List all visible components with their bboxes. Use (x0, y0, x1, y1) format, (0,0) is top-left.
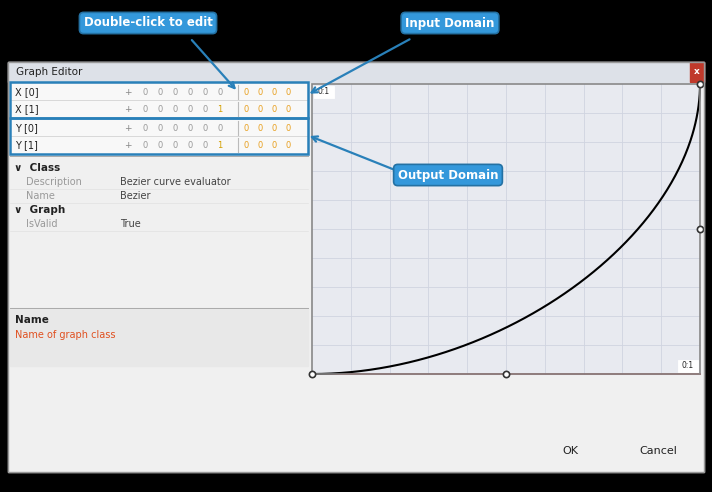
Bar (0, 0, 712, 62)
Text: 0: 0 (202, 141, 208, 150)
Text: 0: 0 (257, 105, 263, 114)
Text: 0: 0 (202, 124, 208, 133)
Text: X [0]: X [0] (15, 88, 38, 97)
Text: ∨  Graph: ∨ Graph (14, 205, 66, 215)
Text: 0: 0 (172, 105, 177, 114)
Text: 0: 0 (244, 88, 248, 97)
Text: Y [1]: Y [1] (15, 141, 38, 151)
Text: Cancel: Cancel (639, 446, 677, 456)
Text: 0: 0 (202, 88, 208, 97)
Text: 0: 0 (271, 105, 277, 114)
Text: Name of graph class: Name of graph class (15, 330, 115, 340)
Text: 0: 0 (142, 124, 147, 133)
Bar (11, 84, 307, 100)
Text: 0: 0 (157, 88, 162, 97)
Text: 1: 1 (217, 105, 223, 114)
Text: 0: 0 (157, 124, 162, 133)
Bar (8, 62, 704, 472)
Text: 0: 0 (217, 88, 223, 97)
Text: 0:1: 0:1 (682, 362, 694, 370)
Text: 0: 0 (202, 105, 208, 114)
Text: 0: 0 (172, 141, 177, 150)
Bar (10, 82, 308, 118)
Text: 0: 0 (172, 88, 177, 97)
Text: 0: 0 (257, 141, 263, 150)
Text: 0: 0 (271, 141, 277, 150)
Text: IsValid: IsValid (26, 219, 58, 229)
Bar (10, 118, 308, 154)
Text: 0: 0 (142, 88, 147, 97)
Text: 0: 0 (286, 88, 290, 97)
Text: x: x (694, 67, 700, 76)
Text: 1: 1 (217, 141, 223, 150)
Bar (618, 440, 698, 462)
Bar (690, 62, 704, 82)
Text: 0: 0 (257, 88, 263, 97)
Text: Description: Description (26, 177, 82, 187)
Text: 0: 0 (244, 105, 248, 114)
Bar (312, 84, 700, 374)
Bar (11, 101, 307, 117)
Text: 0: 0 (286, 141, 290, 150)
Text: 0: 0 (286, 124, 290, 133)
Bar (535, 440, 605, 462)
Bar (314, 86, 334, 98)
Bar (312, 84, 700, 374)
Bar (8, 62, 704, 472)
Text: 0: 0 (187, 105, 193, 114)
Text: 0: 0 (142, 141, 147, 150)
Text: Graph Editor: Graph Editor (16, 67, 83, 77)
Text: Input Domain: Input Domain (405, 17, 495, 30)
Text: Bezier: Bezier (120, 191, 150, 201)
Text: Output Domain: Output Domain (398, 168, 498, 182)
Text: 0: 0 (271, 124, 277, 133)
Text: 0: 0 (187, 88, 193, 97)
Text: Y [0]: Y [0] (15, 123, 38, 133)
Text: 0: 0 (244, 141, 248, 150)
Text: OK: OK (562, 446, 578, 456)
Text: 0: 0 (157, 141, 162, 150)
Text: True: True (120, 219, 141, 229)
Text: +: + (125, 141, 132, 150)
Text: +: + (125, 124, 132, 133)
Text: 0: 0 (142, 105, 147, 114)
Text: 0: 0 (286, 105, 290, 114)
Text: Name: Name (26, 191, 55, 201)
Text: ∨  Class: ∨ Class (14, 163, 61, 173)
Text: Bezier curve evaluator: Bezier curve evaluator (120, 177, 231, 187)
Text: 0: 0 (187, 141, 193, 150)
Bar (8, 62, 704, 82)
Text: 0: 0 (217, 124, 223, 133)
Bar (10, 308, 308, 366)
Bar (11, 137, 307, 153)
Text: 0: 0 (187, 124, 193, 133)
Text: Name: Name (15, 315, 49, 325)
Bar (11, 120, 307, 136)
Text: 0: 0 (172, 124, 177, 133)
Text: 0: 0 (244, 124, 248, 133)
Text: +: + (125, 105, 132, 114)
Bar (678, 360, 698, 372)
Text: 0: 0 (271, 88, 277, 97)
Text: 0:1: 0:1 (318, 88, 330, 96)
Text: 0: 0 (257, 124, 263, 133)
Bar (10, 156, 308, 304)
Text: X [1]: X [1] (15, 104, 38, 115)
Text: +: + (125, 88, 132, 97)
Text: 0: 0 (157, 105, 162, 114)
Text: Double-click to edit: Double-click to edit (83, 17, 212, 30)
